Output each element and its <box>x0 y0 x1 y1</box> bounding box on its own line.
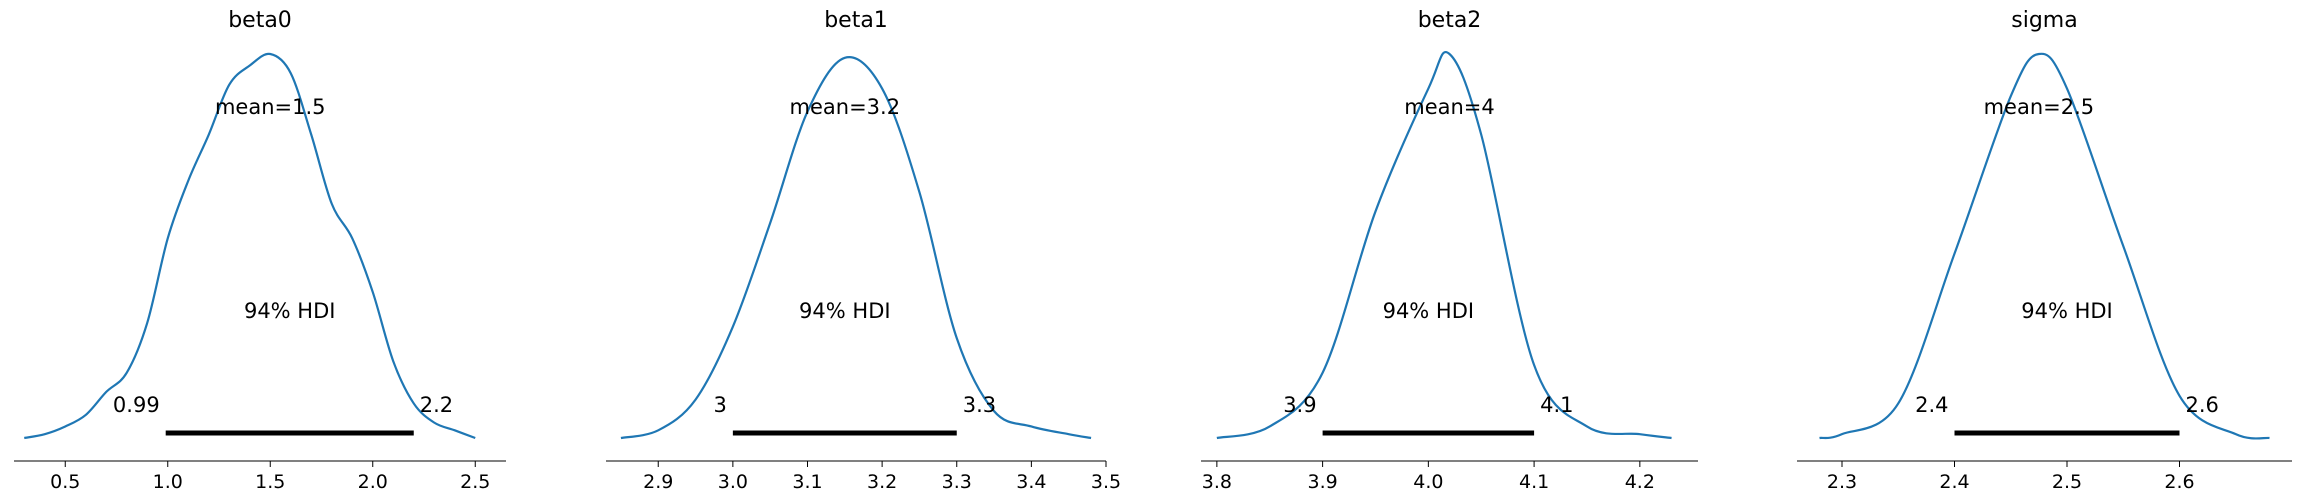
x-tick-label: 2.9 <box>643 471 673 493</box>
hdi-low-label: 0.99 <box>113 393 160 417</box>
x-tick-label: 2.0 <box>358 471 388 493</box>
mean-label: mean=2.5 <box>1984 95 2095 119</box>
density-line <box>24 52 476 440</box>
hdi-low-label: 2.4 <box>1915 393 1948 417</box>
x-tick-label: 2.6 <box>2164 471 2194 493</box>
hdi-low-label: 3.9 <box>1283 393 1316 417</box>
x-tick-label: 2.5 <box>460 471 490 493</box>
mean-label: mean=3.2 <box>790 95 901 119</box>
x-tick-label: 3.4 <box>1016 471 1046 493</box>
x-tick-label: 2.4 <box>1939 471 1969 493</box>
panel-title: beta1 <box>824 8 888 33</box>
panel-title: beta0 <box>228 8 292 33</box>
density-line <box>1819 52 2270 440</box>
panel-title: beta2 <box>1418 8 1482 33</box>
x-tick-label: 1.0 <box>153 471 183 493</box>
x-tick-label: 3.9 <box>1307 471 1337 493</box>
x-tick-label: 4.1 <box>1519 471 1549 493</box>
hdi-high-label: 3.3 <box>963 393 996 417</box>
density-line <box>620 56 1092 440</box>
density-line <box>1216 51 1672 440</box>
mean-label: mean=1.5 <box>215 95 326 119</box>
x-tick-label: 4.2 <box>1625 471 1655 493</box>
x-tick-label: 3.8 <box>1202 471 1232 493</box>
mean-label: mean=4 <box>1404 95 1495 119</box>
x-tick-label: 3.3 <box>942 471 972 493</box>
hdi-label: 94% HDI <box>2021 299 2113 323</box>
hdi-high-label: 2.6 <box>2186 393 2219 417</box>
x-tick-label: 1.5 <box>255 471 285 493</box>
x-tick-label: 3.5 <box>1091 471 1121 493</box>
x-tick-label: 3.2 <box>867 471 897 493</box>
hdi-high-label: 4.1 <box>1540 393 1573 417</box>
hdi-label: 94% HDI <box>1383 299 1475 323</box>
hdi-label: 94% HDI <box>799 299 891 323</box>
x-tick-label: 2.3 <box>1827 471 1857 493</box>
hdi-high-label: 2.2 <box>420 393 453 417</box>
x-tick-label: 4.0 <box>1413 471 1443 493</box>
x-tick-label: 3.0 <box>718 471 748 493</box>
panel-title: sigma <box>2011 8 2077 33</box>
x-tick-label: 3.1 <box>792 471 822 493</box>
hdi-low-label: 3 <box>713 393 726 417</box>
hdi-label: 94% HDI <box>244 299 336 323</box>
x-tick-label: 2.5 <box>2052 471 2082 493</box>
x-tick-label: 0.5 <box>50 471 80 493</box>
